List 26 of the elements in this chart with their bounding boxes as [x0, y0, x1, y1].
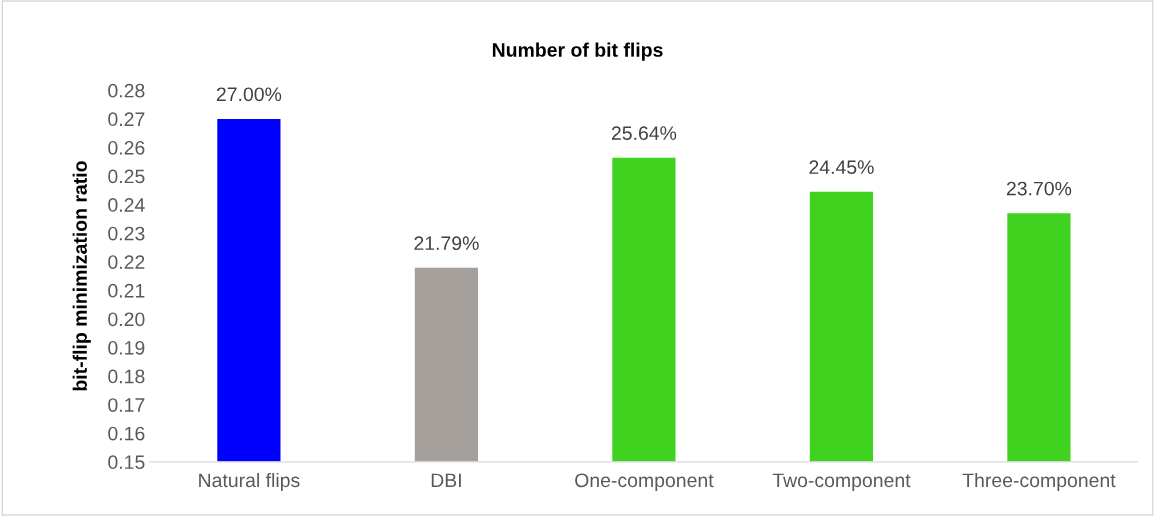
y-tick-label: 0.28 [108, 83, 145, 98]
y-tick-label: 0.26 [108, 140, 145, 155]
data-label: 27.00% [216, 87, 282, 102]
data-label: 23.70% [1006, 181, 1072, 196]
y-tick-label: 0.16 [108, 426, 145, 441]
y-tick-label: 0.21 [108, 283, 145, 298]
data-label: 24.45% [809, 160, 874, 175]
x-tick-label: Three-component [962, 472, 1116, 492]
y-tick-label: 0.22 [108, 255, 145, 270]
y-tick-label: 0.17 [108, 398, 145, 412]
y-tick-label: 0.23 [108, 226, 145, 241]
x-tick-label: One-component [575, 473, 714, 492]
x-tick-label: DBI [431, 473, 461, 488]
chart-title: Number of bit flips [492, 42, 663, 61]
x-tick-label: Two-component [772, 473, 911, 492]
y-tick-label: 0.15 [108, 455, 145, 470]
data-label: 21.79% [414, 236, 479, 251]
y-tick-label: 0.18 [108, 369, 145, 384]
y-tick-label: 0.25 [108, 169, 145, 184]
y-tick-label: 0.20 [108, 312, 145, 327]
y-tick-label: 0.24 [108, 198, 145, 212]
x-tick-label: Natural flips [199, 472, 300, 492]
y-tick-label: 0.27 [108, 112, 145, 127]
y-tick-label: 0.19 [108, 340, 145, 355]
data-label: 25.64% [611, 126, 677, 141]
y-axis-title: bit-flip minimization ratio [72, 161, 91, 391]
